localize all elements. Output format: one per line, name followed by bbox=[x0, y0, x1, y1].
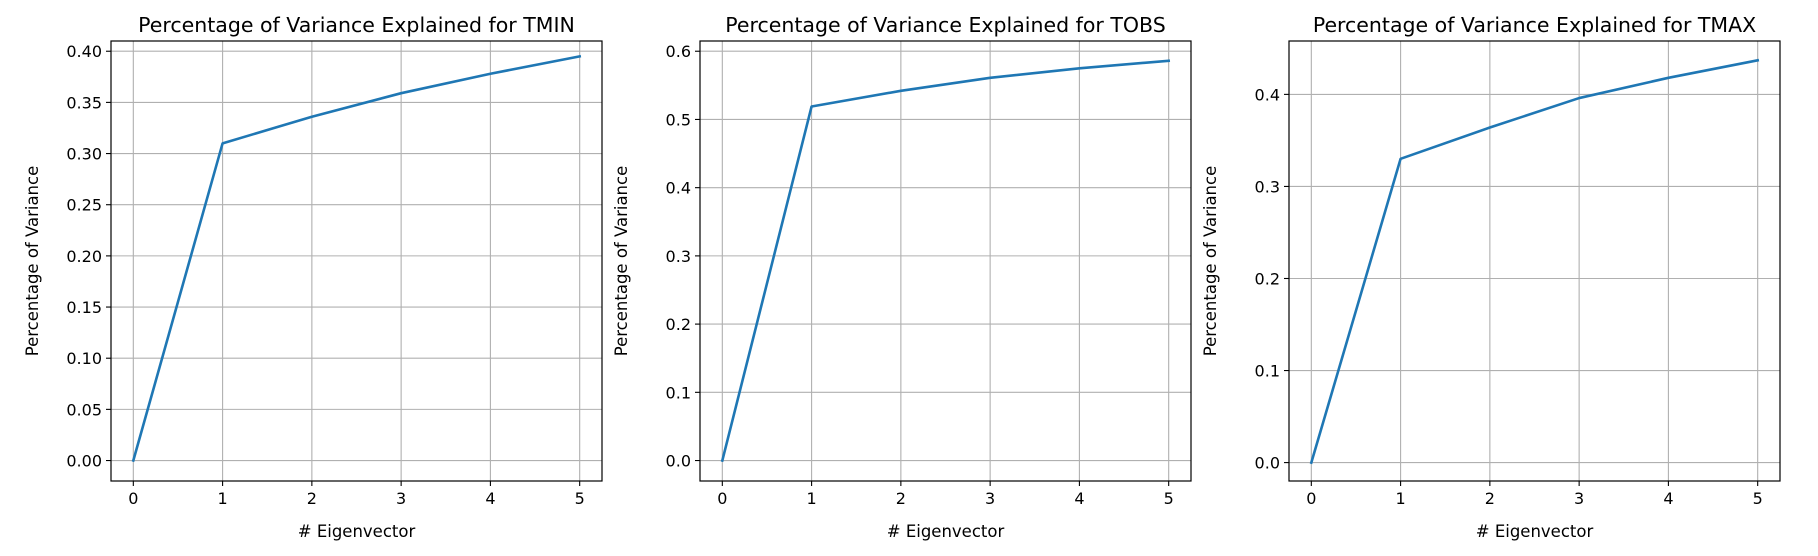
x-tick-label: 4 bbox=[1074, 489, 1084, 508]
x-tick-label: 5 bbox=[575, 489, 585, 508]
series-line bbox=[1309, 58, 1760, 465]
y-tick-label: 0.40 bbox=[66, 42, 102, 61]
y-axis-label: Percentage of Variance bbox=[612, 166, 631, 357]
chart-2: 0 1 2 3 4 5 0.0 0.1 0.2 0.3 0.4 0.5 0.6 Percentage of… bbox=[612, 13, 1192, 541]
x-tick-label: 0 bbox=[717, 489, 727, 508]
x-axis-label: # Eigenvector bbox=[887, 522, 1005, 541]
chart-1: 0 1 2 3 4 5 0.00 0.05 0.10 0.15 0.20 0.25 0.30 0.35 0.… bbox=[23, 13, 603, 541]
y-tick-label: 0.1 bbox=[666, 383, 691, 402]
chart-title: Percentage of Variance Explained for TOB… bbox=[725, 13, 1165, 37]
x-tick-label: 2 bbox=[307, 489, 317, 508]
x-tick-label: 1 bbox=[806, 489, 816, 508]
x-axis-label: # Eigenvector bbox=[298, 522, 416, 541]
x-tick-label: 4 bbox=[1663, 489, 1673, 508]
y-tick-label: 0.15 bbox=[66, 298, 102, 317]
x-tick-label: 4 bbox=[485, 489, 495, 508]
x-tick-label: 1 bbox=[217, 489, 227, 508]
y-tick-label: 0.25 bbox=[66, 196, 102, 215]
y-tick-label: 0.4 bbox=[666, 179, 691, 198]
y-tick-label: 0.0 bbox=[1255, 454, 1280, 473]
y-tick-label: 0.0 bbox=[666, 452, 691, 471]
x-axis-label: # Eigenvector bbox=[1476, 522, 1594, 541]
y-tick-label: 0.30 bbox=[66, 145, 102, 164]
y-tick-label: 0.2 bbox=[666, 315, 691, 334]
y-tick-label: 0.20 bbox=[66, 247, 102, 266]
y-tick-label: 0.00 bbox=[66, 452, 102, 471]
chart-title: Percentage of Variance Explained for TMI… bbox=[138, 13, 575, 37]
x-tick-label: 3 bbox=[1574, 489, 1584, 508]
x-tick-label: 1 bbox=[1395, 489, 1405, 508]
y-tick-label: 0.10 bbox=[66, 349, 102, 368]
x-tick-label: 0 bbox=[1306, 489, 1316, 508]
x-tick-label: 3 bbox=[396, 489, 406, 508]
y-axis-label: Percentage of Variance bbox=[23, 166, 42, 357]
chart-title: Percentage of Variance Explained for TMA… bbox=[1313, 13, 1756, 37]
chart-3: 0 1 2 3 4 5 0.0 0.1 0.2 0.3 0.4 Percentage of Varia… bbox=[1201, 13, 1781, 541]
axes-frame bbox=[110, 40, 603, 482]
series-line bbox=[720, 59, 1171, 463]
y-tick-label: 0.6 bbox=[666, 42, 691, 61]
x-tick-label: 2 bbox=[896, 489, 906, 508]
axes-frame bbox=[1288, 40, 1781, 482]
x-tick-label: 2 bbox=[1485, 489, 1495, 508]
x-tick-label: 5 bbox=[1164, 489, 1174, 508]
y-axis-label: Percentage of Variance bbox=[1201, 166, 1220, 357]
series-line bbox=[131, 54, 582, 463]
x-tick-label: 3 bbox=[985, 489, 995, 508]
y-tick-label: 0.4 bbox=[1255, 85, 1280, 104]
y-tick-label: 0.05 bbox=[66, 400, 102, 419]
y-tick-label: 0.1 bbox=[1255, 362, 1280, 381]
y-tick-label: 0.35 bbox=[66, 93, 102, 112]
x-tick-label: 5 bbox=[1753, 489, 1763, 508]
y-tick-label: 0.3 bbox=[666, 247, 691, 266]
y-tick-label: 0.5 bbox=[666, 110, 691, 129]
x-tick-label: 0 bbox=[128, 489, 138, 508]
y-tick-label: 0.2 bbox=[1255, 269, 1280, 288]
axes-frame bbox=[699, 40, 1192, 482]
y-tick-label: 0.3 bbox=[1255, 177, 1280, 196]
